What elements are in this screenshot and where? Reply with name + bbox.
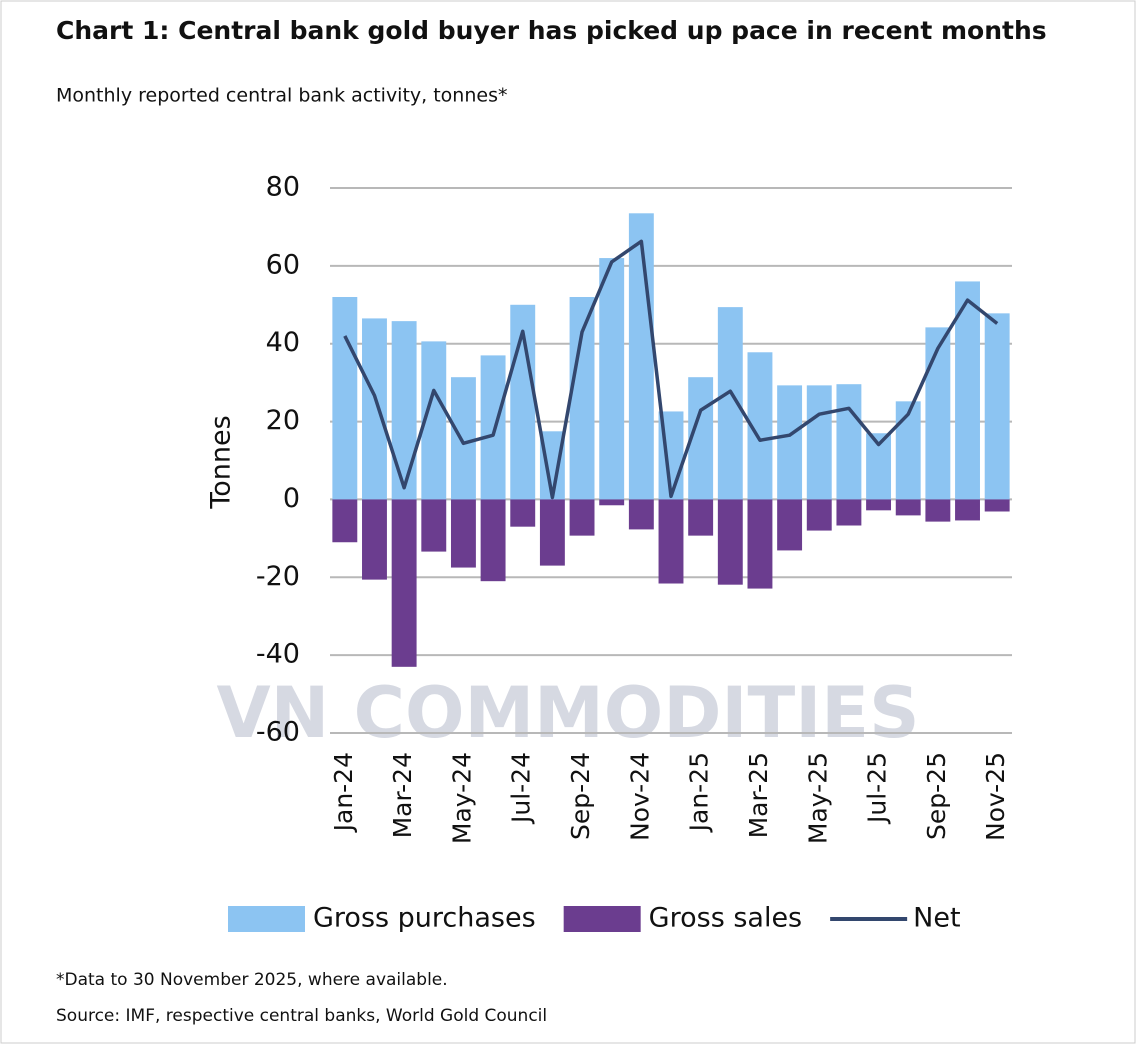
bar — [391, 499, 417, 667]
bar — [510, 499, 536, 527]
x-tick-label: May-24 — [447, 752, 476, 844]
x-tick-label: Sep-24 — [566, 752, 595, 840]
bar — [628, 499, 654, 530]
bar — [984, 313, 1010, 500]
chart-subtitle: Monthly reported central bank activity, … — [56, 85, 507, 107]
source: Source: IMF, respective central banks, W… — [56, 1006, 547, 1026]
x-tick-label: Jan-25 — [685, 752, 714, 833]
bar — [895, 401, 921, 500]
bar — [836, 384, 862, 500]
bar — [362, 499, 387, 580]
x-tick-label: Sep-25 — [922, 752, 951, 840]
x-tick-label: Nov-24 — [625, 752, 654, 841]
bar — [569, 297, 595, 500]
legend-swatch — [228, 906, 305, 932]
bar — [599, 258, 625, 500]
x-tick-label: Mar-25 — [744, 752, 773, 838]
watermark: VN COMMODITIES — [216, 672, 919, 754]
y-tick-label: -20 — [256, 561, 300, 592]
x-tick-label: Mar-24 — [388, 752, 417, 838]
bar — [688, 499, 714, 536]
bar — [628, 213, 654, 500]
y-tick-label: 80 — [266, 172, 300, 203]
bar — [777, 385, 803, 500]
y-tick-label: 40 — [266, 327, 300, 358]
bar — [955, 281, 980, 500]
y-tick-label: -40 — [256, 639, 300, 670]
bar — [836, 499, 862, 526]
bar — [450, 499, 476, 568]
y-tick-label: 20 — [266, 405, 300, 436]
bar — [806, 385, 832, 500]
legend-label: Gross purchases — [313, 903, 536, 934]
bar — [925, 327, 951, 500]
bar — [925, 499, 951, 522]
bar — [450, 377, 476, 500]
bar — [539, 499, 565, 566]
bar — [747, 499, 773, 589]
footnote: *Data to 30 November 2025, where availab… — [56, 970, 448, 990]
x-tick-label: Nov-25 — [981, 752, 1010, 841]
bar — [806, 499, 832, 531]
bar — [480, 355, 506, 500]
bar — [421, 499, 447, 552]
bar — [895, 499, 921, 516]
bar — [391, 321, 417, 500]
bar — [480, 499, 506, 582]
y-tick-label: 0 — [283, 483, 300, 514]
x-tick-label: May-25 — [803, 752, 832, 844]
bar — [866, 499, 892, 511]
legend-swatch — [563, 906, 641, 932]
x-tick-label: Jul-25 — [863, 752, 892, 825]
bar — [717, 499, 743, 585]
bar — [955, 499, 980, 521]
y-tick-label: 60 — [266, 249, 300, 280]
net-line — [343, 239, 999, 500]
bar — [777, 499, 803, 551]
bar — [362, 318, 387, 500]
bar — [658, 499, 684, 584]
legend-label: Gross sales — [649, 903, 802, 934]
y-tick-label: -60 — [256, 717, 300, 748]
y-axis-label: Tonnes — [206, 415, 237, 509]
bar — [332, 499, 358, 543]
bar — [332, 297, 358, 500]
bar — [984, 499, 1010, 512]
bar — [569, 499, 595, 536]
chart-title: Chart 1: Central bank gold buyer has pic… — [56, 16, 1047, 45]
x-tick-label: Jul-24 — [507, 752, 536, 825]
bar — [599, 499, 625, 506]
legend-label: Net — [913, 903, 960, 934]
x-tick-label: Jan-24 — [329, 752, 358, 833]
